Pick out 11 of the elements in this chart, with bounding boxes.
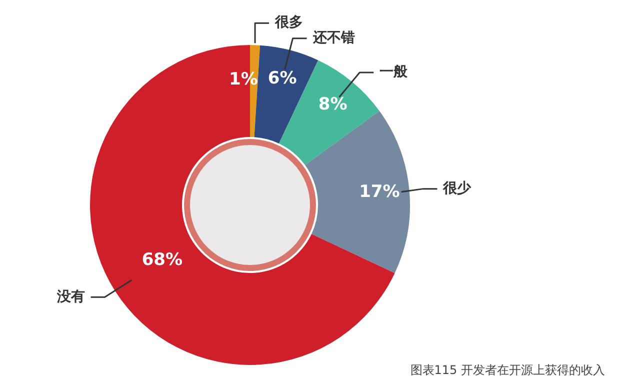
data-label: 68% (142, 250, 183, 270)
text: 图表115 开发者在开源上获得的收入 (410, 363, 605, 378)
data-label: 17% (359, 182, 400, 202)
slice-label: 很多 (274, 14, 304, 31)
slice-label: 还不错 (312, 30, 355, 46)
slice-label: 一般 (380, 64, 409, 80)
slice-label: 没有 (56, 288, 85, 305)
data-label: 6% (268, 68, 297, 89)
data-label: 8% (318, 94, 348, 114)
slice-label: 很少 (442, 180, 472, 196)
data-label: 1% (229, 69, 258, 90)
